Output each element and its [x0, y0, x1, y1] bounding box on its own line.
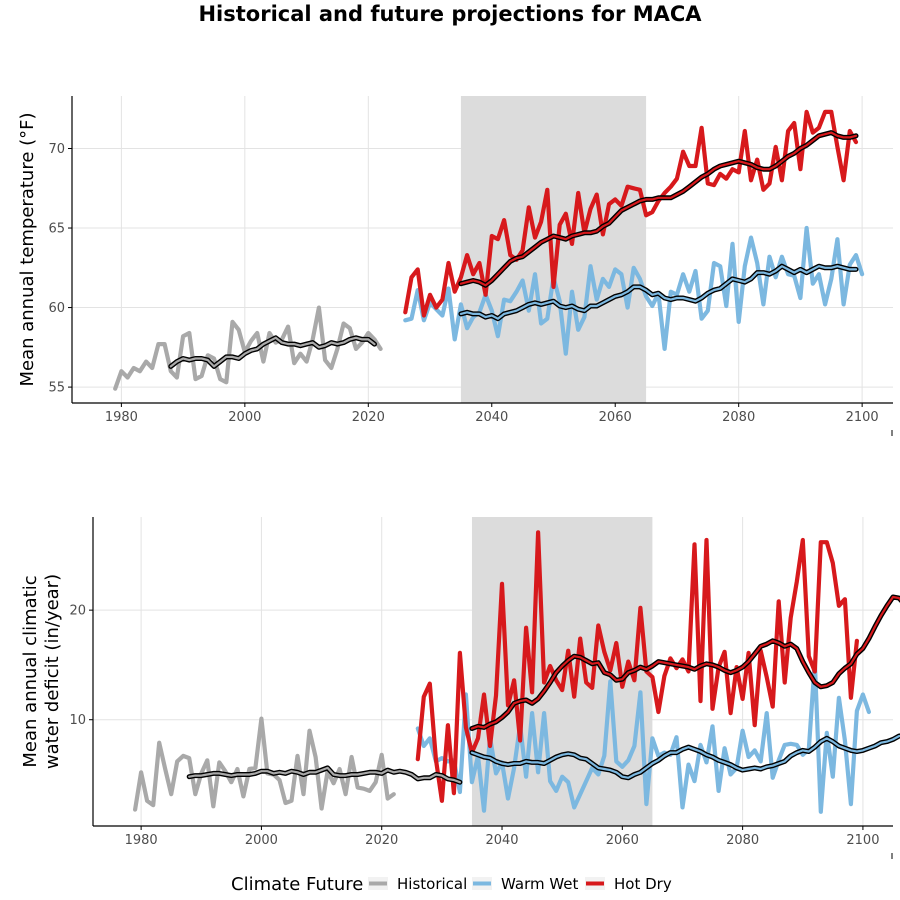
y-tick-label: 55 — [48, 381, 65, 396]
x-tick-label: 2060 — [606, 833, 639, 848]
chart-panels: 1980 2000 2020 2040 2060 2080 2100 55 60 65 70 Mean… — [17, 96, 900, 859]
x-tick-label: 1980 — [105, 410, 138, 425]
legend-title: Climate Future — [231, 874, 363, 895]
x-tick-label: 2000 — [245, 833, 278, 848]
x-tick-label: 2080 — [726, 833, 759, 848]
x-tick-label: 2080 — [722, 410, 755, 425]
series-line-historical — [133, 716, 396, 812]
chart-title: Historical and future projections for MA… — [198, 2, 702, 26]
x-tick-label: 1980 — [125, 833, 158, 848]
series-line-historical — [113, 305, 383, 391]
legend: Climate Future Historical Warm Wet Hot Dry — [231, 874, 672, 895]
smooth-line-hot-dry — [470, 595, 900, 730]
smooth-line-hot-dry — [459, 131, 858, 287]
y-tick-label: 60 — [48, 301, 65, 316]
y-axis-label-line: Mean annual climatic — [20, 575, 41, 767]
series-line-warm-wet — [415, 659, 872, 814]
series-line-hot-dry — [415, 530, 860, 803]
smooth-line-historical — [188, 766, 461, 784]
x-tick-label: 2000 — [228, 410, 261, 425]
x-tick-label: 2020 — [365, 833, 398, 848]
y-axis-label: Mean annual climaticwater deficit (in/ye… — [20, 574, 63, 769]
y-tick-label: 65 — [48, 222, 65, 237]
legend-label-warm-wet: Warm Wet — [501, 875, 579, 893]
panel-1: 1980 2000 2020 2040 2060 2080 2100 55 60 65 70 Mean… — [17, 96, 893, 436]
y-axis-label: Mean annual temperature (°F) — [17, 112, 38, 386]
x-tick-label: 2100 — [846, 833, 879, 848]
y-tick-label: 10 — [69, 713, 86, 728]
x-tick-label: 2040 — [475, 410, 508, 425]
smooth-line-warm-wet — [470, 734, 900, 779]
legend-label-hot-dry: Hot Dry — [614, 875, 672, 893]
x-tick-label: 2060 — [599, 410, 632, 425]
y-axis-label-line: water deficit (in/year) — [42, 574, 63, 769]
x-tick-label: 2020 — [352, 410, 385, 425]
y-tick-label: 20 — [69, 604, 86, 619]
panel-2: 1980 2000 2020 2040 2060 2080 2100 10 20 Mean ann… — [20, 517, 900, 859]
smooth-line-warm-wet — [459, 265, 858, 320]
series-line-hot-dry — [403, 109, 859, 318]
y-axis-label-line: Mean annual temperature (°F) — [17, 112, 38, 386]
legend-items: Historical Warm Wet Hot Dry — [368, 875, 672, 893]
y-tick-label: 70 — [48, 142, 65, 157]
smooth-line-historical — [169, 336, 376, 368]
x-tick-label: 2100 — [846, 410, 879, 425]
x-tick-label: 2040 — [485, 833, 518, 848]
legend-label-historical: Historical — [397, 875, 467, 893]
